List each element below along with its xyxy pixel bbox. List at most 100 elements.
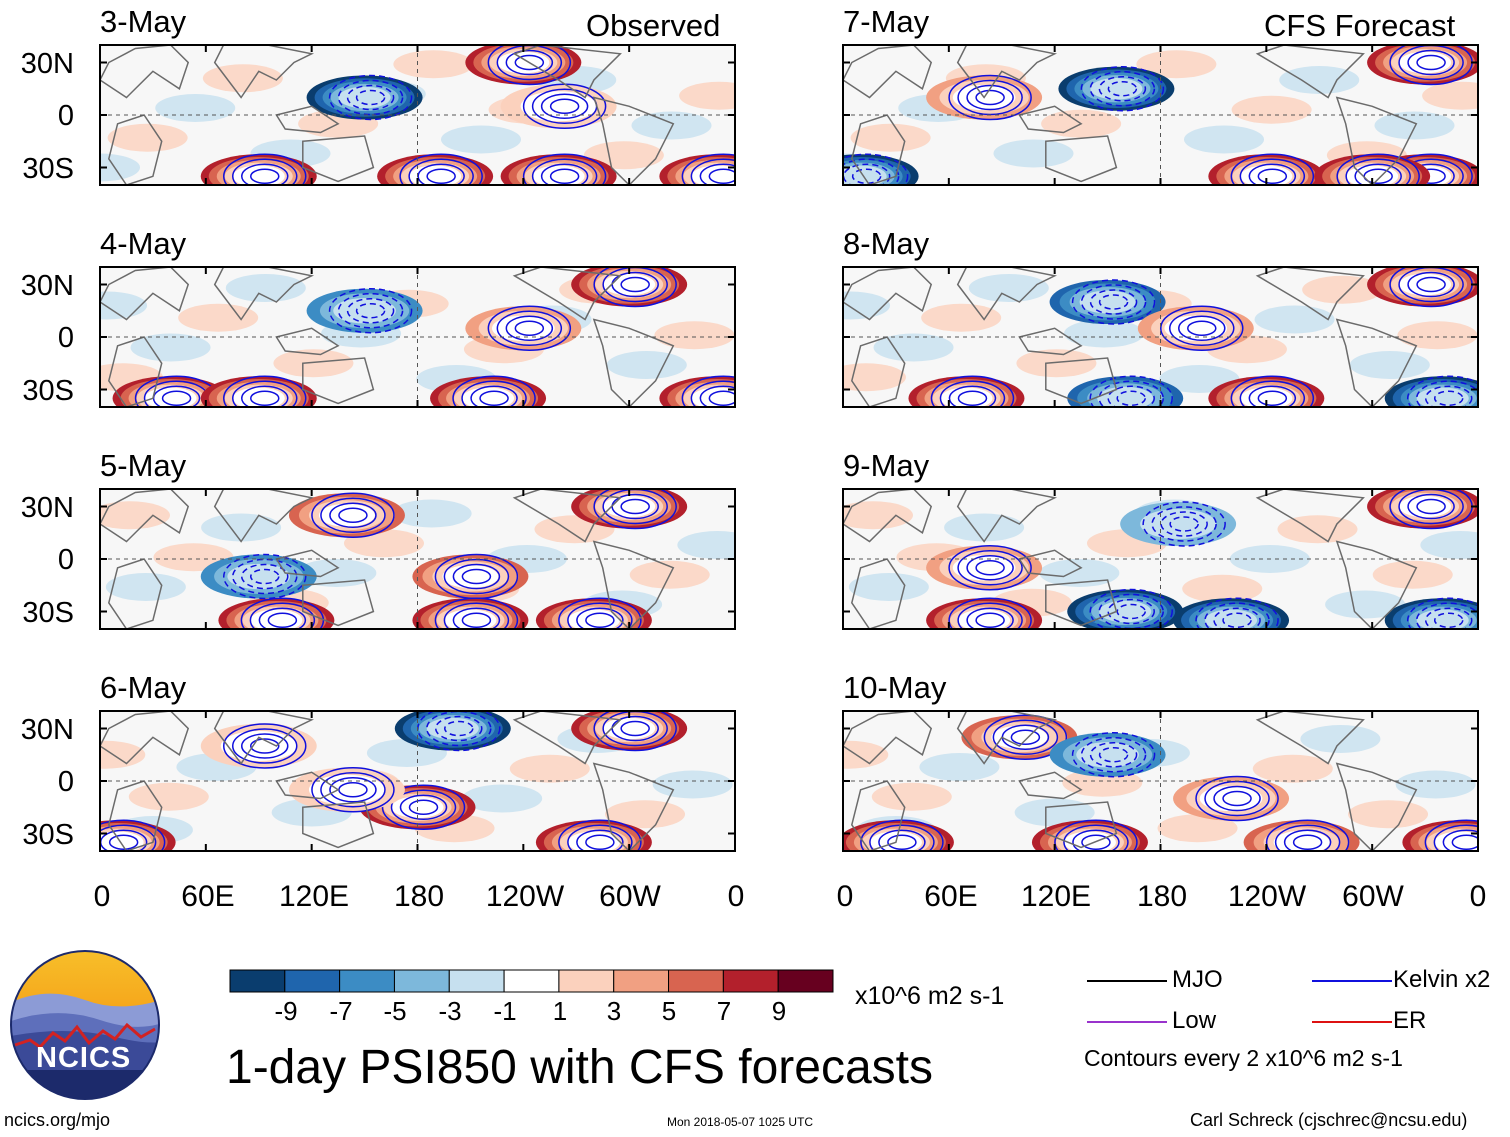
kelvin-contour [496, 310, 563, 346]
figure-title: 1-day PSI850 with CFS forecasts [226, 1041, 933, 1094]
kelvin-contour [939, 380, 1006, 407]
anomaly-blob [654, 321, 735, 350]
kelvin-contour [505, 49, 554, 76]
kelvin-contour [241, 163, 289, 185]
kelvin-contour [1407, 493, 1455, 520]
kelvin-contour [593, 489, 677, 530]
colorbar-label: 7 [716, 996, 732, 1026]
map-panel [100, 45, 735, 185]
kelvin-contour [1213, 785, 1261, 812]
kelvin-contour [593, 267, 677, 308]
anomaly-blob [1348, 800, 1429, 829]
anomaly-blob [919, 753, 1000, 781]
kelvin-contour [1239, 158, 1306, 185]
anomaly-blob [232, 387, 285, 407]
anomaly-blob [1279, 66, 1360, 94]
colorbar-label: 5 [661, 996, 677, 1026]
anomaly-blob [1076, 742, 1139, 768]
anomaly-blob [1302, 275, 1383, 304]
kelvin-contour [1116, 390, 1146, 406]
kelvin-contour [1230, 375, 1315, 407]
kelvin-contour [1424, 819, 1478, 851]
lon-tick-label: 60E [181, 880, 235, 913]
kelvin-contour [250, 390, 280, 406]
kelvin-contour [390, 789, 457, 825]
anomaly-blob [250, 609, 303, 629]
anomaly-blob [1420, 531, 1478, 559]
anomaly-blob [848, 573, 929, 601]
lon-tick-label: 60E [924, 880, 978, 913]
kelvin-contour [1187, 320, 1217, 336]
kelvin-contour [1239, 380, 1306, 407]
continent-outline [1335, 762, 1418, 851]
kelvin-contour [1354, 163, 1402, 185]
kelvin-contour [328, 74, 413, 121]
anomaly-blob [1184, 125, 1264, 154]
psi850-map-panels [99, 44, 1479, 852]
kelvin-contour [1151, 506, 1217, 542]
kelvin-contour [957, 550, 1023, 586]
legend-line-kelvin [1312, 980, 1392, 982]
anomaly-blob [652, 770, 733, 799]
kelvin-contour [479, 390, 509, 406]
kelvin-contour [241, 733, 289, 759]
kelvin-contour [948, 597, 1032, 629]
kelvin-contour [399, 153, 483, 185]
anomaly-blob [1063, 831, 1116, 851]
kelvin-contour [699, 385, 735, 407]
kelvin-contour [223, 375, 307, 407]
anomaly-blob [227, 563, 291, 590]
panel-date: 4-May [100, 226, 187, 261]
kelvin-contour [381, 784, 466, 830]
anomaly-blob [105, 573, 186, 601]
continent-outline [850, 558, 906, 629]
continent-outline [1045, 801, 1118, 849]
kelvin-contour [1257, 168, 1288, 184]
anomaly-blob [100, 740, 146, 769]
continent-outline [843, 711, 933, 765]
kelvin-contour [452, 375, 536, 407]
continent-outline [850, 780, 906, 851]
kelvin-contour [311, 492, 395, 538]
continent-outline [1255, 45, 1365, 99]
kelvin-contour [1222, 790, 1252, 807]
anomaly-blob [441, 125, 521, 154]
lat-tick-label: 30S [22, 375, 74, 407]
lat-tick-label: 0 [57, 100, 74, 132]
continent-outline [1255, 489, 1365, 543]
kelvin-contour [461, 380, 527, 407]
anomaly-blob [843, 291, 891, 320]
anomaly-blob [1254, 305, 1335, 334]
kelvin-contour [930, 375, 1015, 407]
continent-outline [107, 558, 163, 629]
anomaly-blob [462, 784, 543, 813]
map-panel [100, 711, 735, 851]
kelvin-contour [948, 545, 1032, 591]
kelvin-contour [1416, 498, 1446, 515]
anomaly-blob [426, 717, 479, 740]
lon-tick-label: 0 [1469, 880, 1487, 913]
kelvin-contour [1089, 289, 1138, 315]
kelvin-contour [100, 824, 157, 851]
kelvin-contour [1407, 49, 1455, 76]
kelvin-contour [1089, 71, 1156, 107]
footer-url[interactable]: ncics.org/mjo [4, 1110, 111, 1130]
anomaly-blob [1397, 321, 1478, 350]
legend-label-kelvin: Kelvin x2 [1393, 966, 1491, 993]
kelvin-contour [1433, 612, 1464, 628]
continent-outline [302, 135, 375, 183]
kelvin-contour [355, 303, 386, 319]
anomaly-blob [155, 94, 236, 122]
kelvin-contour [514, 320, 545, 336]
anomaly-blob [873, 333, 954, 362]
continent-outline [850, 114, 906, 185]
anomaly-blob [1064, 319, 1145, 348]
lat-tick-label: 0 [57, 544, 74, 576]
kelvin-contour [1160, 305, 1244, 351]
kelvin-contour [443, 602, 510, 629]
anomaly-blob [391, 499, 472, 528]
kelvin-contour [223, 723, 307, 769]
kelvin-contour [843, 153, 909, 185]
continent-outline [275, 549, 340, 578]
anomaly-blob [225, 274, 306, 302]
